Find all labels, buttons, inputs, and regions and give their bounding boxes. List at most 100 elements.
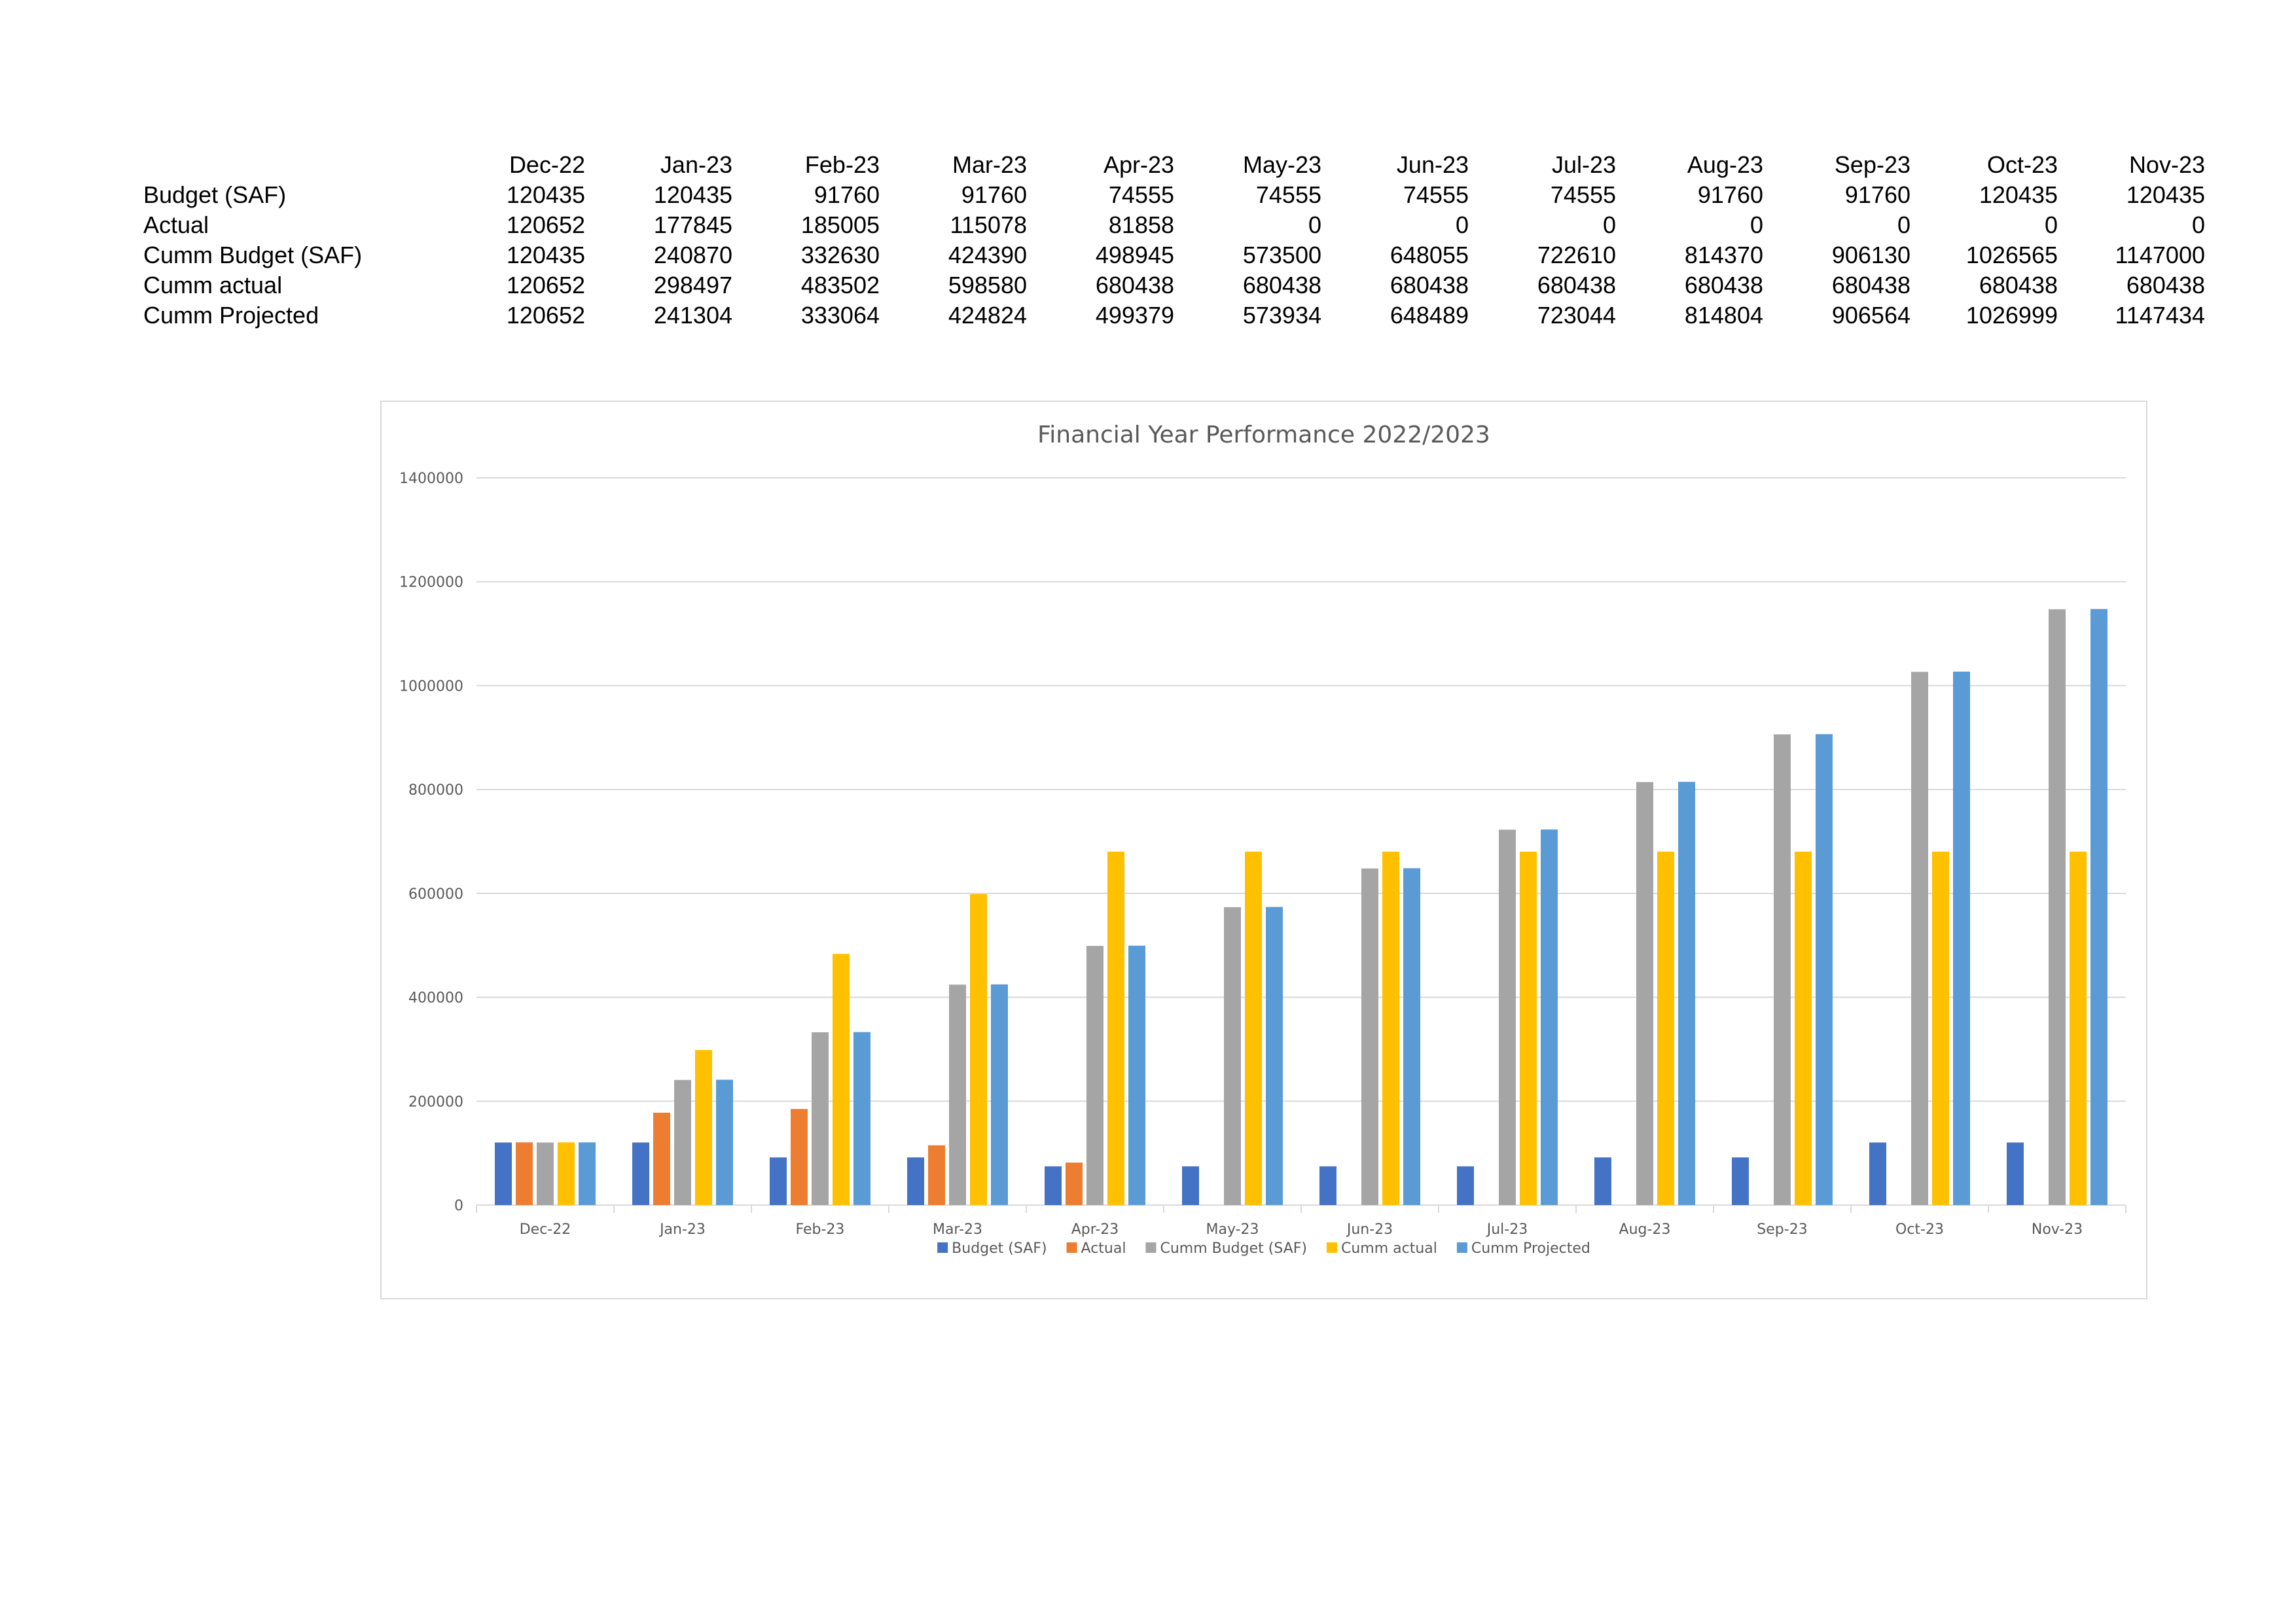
table-cell: 0	[1308, 211, 1321, 238]
table-cell: 177845	[653, 211, 732, 238]
legend-label: Budget (SAF)	[952, 1240, 1047, 1257]
table-cell: 680438	[1242, 272, 1321, 298]
bar	[1266, 907, 1283, 1205]
bar	[991, 984, 1008, 1205]
table-month-header: Oct-23	[1986, 151, 2058, 178]
table-cell: 648055	[1390, 242, 1469, 268]
y-tick-label: 1400000	[399, 471, 463, 487]
x-tick-label: Jul-23	[1486, 1221, 1528, 1238]
table-row: Cumm actual 120652 298497 483502 598580 68043…	[143, 270, 2205, 300]
bar	[1066, 1163, 1083, 1205]
bar	[1678, 782, 1695, 1205]
bar	[1594, 1157, 1611, 1205]
bar	[632, 1142, 649, 1205]
bar	[579, 1142, 596, 1205]
bar	[970, 893, 987, 1205]
x-tick-label: Apr-23	[1071, 1221, 1119, 1238]
table-corner-cell	[143, 150, 438, 180]
table-cell: 91760	[814, 181, 880, 208]
table-cell: 424824	[948, 302, 1027, 329]
bar	[1636, 782, 1653, 1205]
bar	[1816, 734, 1833, 1205]
bar	[1361, 868, 1378, 1205]
table-cell: 0	[1455, 211, 1469, 238]
chart-frame: Financial Year Performance 2022/2023 0 20…	[380, 401, 2147, 1299]
table-cell: 120652	[506, 272, 585, 298]
table-cell: 185005	[800, 211, 880, 238]
bar	[1319, 1166, 1336, 1205]
bar	[516, 1142, 533, 1205]
legend-swatch	[1145, 1242, 1157, 1253]
table-cell: 74555	[1403, 181, 1469, 208]
y-tick-label: 1200000	[399, 575, 463, 591]
bar	[2007, 1142, 2024, 1205]
y-tick-label: 600000	[408, 886, 463, 903]
y-tick-label: 0	[454, 1198, 463, 1214]
table-cell: 1147434	[2115, 302, 2205, 329]
table-cell: 120435	[1979, 181, 2058, 208]
x-tick-label: Dec-22	[520, 1221, 571, 1238]
legend-label: Cumm Budget (SAF)	[1160, 1240, 1307, 1257]
x-tick-label: Mar-23	[933, 1221, 982, 1238]
x-tick-label: Feb-23	[796, 1221, 845, 1238]
bar	[853, 1032, 870, 1205]
table-cell: 120435	[2126, 181, 2205, 208]
x-axis-tick-labels: Dec-22 Jan-23 Feb-23 Mar-23 Apr-23 May-23 Jun-…	[520, 1221, 2083, 1238]
table-row: Cumm Projected 120652 241304 333064 424824 49…	[143, 300, 2205, 331]
table-cell: 0	[1897, 211, 1910, 238]
bar	[1520, 852, 1537, 1205]
table-cell: 115078	[950, 211, 1027, 238]
bar	[1541, 829, 1558, 1205]
bar	[495, 1142, 512, 1205]
y-axis-tick-labels: 0 200000 400000 600000 800000 1000000 1200000 1…	[399, 471, 463, 1214]
table-cell: 120652	[506, 302, 585, 329]
legend-item: Cumm Projected	[1456, 1240, 1590, 1257]
x-tick-label: Sep-23	[1757, 1221, 1807, 1238]
legend-item: Cumm Budget (SAF)	[1145, 1240, 1307, 1257]
table-cell: 91760	[961, 181, 1027, 208]
table-cell: 1026565	[1965, 242, 2058, 268]
bar	[1107, 852, 1124, 1205]
legend-swatch	[1326, 1242, 1337, 1253]
table-row-label: Cumm Budget (SAF)	[143, 242, 363, 268]
bar	[1457, 1166, 1474, 1205]
table-cell: 499379	[1095, 302, 1174, 329]
chart-title: Financial Year Performance 2022/2023	[1037, 422, 1490, 448]
y-tick-label: 200000	[408, 1094, 463, 1110]
table-cell: 81858	[1108, 211, 1174, 238]
table-row: Cumm Budget (SAF) 120435 240870 332630 42439…	[143, 240, 2205, 270]
bar	[1932, 852, 1949, 1205]
bar	[1403, 868, 1420, 1205]
bar	[907, 1157, 924, 1205]
table-row-label: Budget (SAF)	[143, 181, 287, 208]
x-tick-label: Jan-23	[658, 1221, 706, 1238]
legend-item: Actual	[1066, 1240, 1126, 1257]
table-cell: 573934	[1242, 302, 1321, 329]
table-cell: 498945	[1095, 242, 1174, 268]
bar	[791, 1109, 808, 1205]
table-cell: 680438	[1684, 272, 1763, 298]
x-tick-label: May-23	[1206, 1221, 1259, 1238]
table-cell: 680438	[1390, 272, 1469, 298]
table-cell: 91760	[1697, 181, 1763, 208]
table-month-header: Jun-23	[1396, 151, 1469, 178]
x-tick-label: Oct-23	[1895, 1221, 1944, 1238]
table-month-header: Jan-23	[660, 151, 732, 178]
table-cell: 333064	[800, 302, 880, 329]
table-cell: 906130	[1831, 242, 1910, 268]
table-cell: 298497	[653, 272, 732, 298]
table-month-header: Feb-23	[804, 151, 880, 178]
table-cell: 0	[1749, 211, 1763, 238]
y-tick-label: 800000	[408, 782, 463, 799]
table-cell: 814370	[1684, 242, 1763, 268]
table-row-label: Cumm actual	[143, 272, 283, 298]
bar	[833, 954, 850, 1205]
y-tick-label: 400000	[408, 990, 463, 1007]
bar	[1128, 945, 1145, 1205]
bar	[695, 1050, 712, 1205]
table-month-header: Sep-23	[1834, 151, 1910, 178]
table-row-label: Cumm Projected	[143, 302, 319, 329]
table-row: Actual 120652 177845 185005 115078 81858 0 0 0 0 0…	[143, 210, 2205, 240]
table-cell: 74555	[1255, 181, 1321, 208]
bar	[716, 1079, 733, 1205]
